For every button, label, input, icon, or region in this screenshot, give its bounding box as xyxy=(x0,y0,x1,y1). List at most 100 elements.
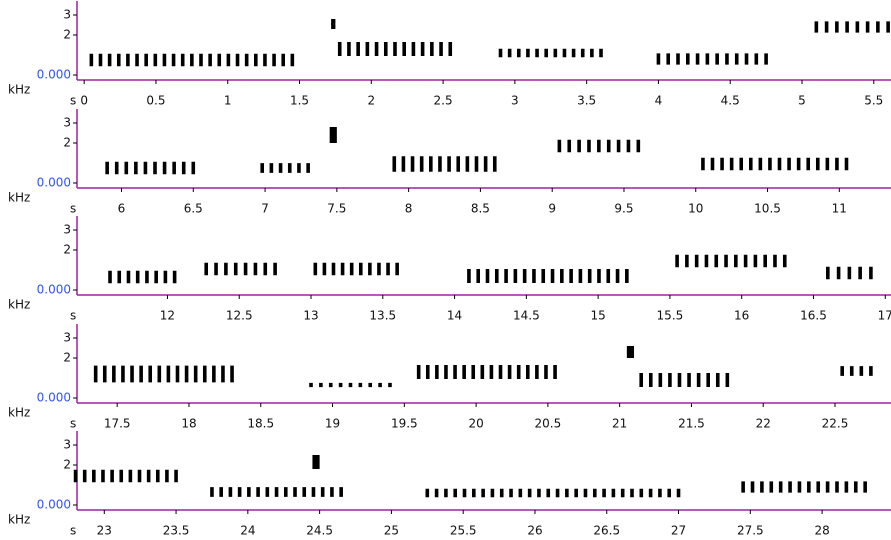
x-tick-label: 15.5 xyxy=(657,309,684,323)
x-tick-label: 13.5 xyxy=(369,309,396,323)
x-tick-label: 4.5 xyxy=(721,94,740,108)
syllable-group xyxy=(329,127,337,143)
y-axis-label: kHz xyxy=(8,513,30,527)
x-tick-label: 17.5 xyxy=(104,417,131,431)
y-tick-label: 2 xyxy=(63,136,71,150)
y-tick-label: 3 xyxy=(63,223,71,237)
syllable-group xyxy=(105,161,196,175)
syllable-group xyxy=(639,373,730,387)
syllable-group xyxy=(741,481,867,493)
y-tick-label: 0.000 xyxy=(37,283,71,297)
syllable-group xyxy=(467,269,629,283)
x-tick-label: 6.5 xyxy=(184,202,203,216)
y-axis-label: kHz xyxy=(8,83,30,97)
syllable-group xyxy=(656,53,768,65)
syllable-group xyxy=(312,455,320,469)
syllable-group xyxy=(93,365,234,383)
x-tick-label: 28 xyxy=(814,524,829,538)
syllable-group xyxy=(626,346,635,358)
x-tick-label: 26 xyxy=(527,524,542,538)
syllable-group xyxy=(814,21,890,33)
syllable-group xyxy=(557,139,641,153)
x-tick-label: 21 xyxy=(612,417,627,431)
x-tick-label: 12 xyxy=(160,309,175,323)
x-tick-label: 14.5 xyxy=(513,309,540,323)
y-tick-label: 3 xyxy=(63,116,71,130)
x-tick-label: 5.5 xyxy=(864,94,883,108)
x-tick-label: 13 xyxy=(303,309,318,323)
x-tick-label: 27.5 xyxy=(737,524,764,538)
syllable-group xyxy=(108,270,177,284)
x-tick-label: 25 xyxy=(384,524,399,538)
x-axis-label: s xyxy=(70,309,76,323)
syllable-group xyxy=(210,487,343,497)
x-tick-label: 20 xyxy=(468,417,483,431)
y-tick-label: 2 xyxy=(63,458,71,472)
x-tick-label: 4 xyxy=(655,94,663,108)
syllable-group xyxy=(309,382,392,388)
x-tick-label: 18 xyxy=(181,417,196,431)
x-tick-label: 8 xyxy=(405,202,413,216)
x-tick-label: 17 xyxy=(878,309,891,323)
x-tick-label: 15 xyxy=(590,309,605,323)
y-tick-label: 0.000 xyxy=(37,498,71,512)
syllable-group xyxy=(73,469,178,483)
x-tick-label: 22.5 xyxy=(822,417,849,431)
x-tick-label: 23 xyxy=(97,524,112,538)
y-tick-label: 0.000 xyxy=(37,176,71,190)
x-tick-label: 16.5 xyxy=(800,309,827,323)
x-tick-label: 19.5 xyxy=(391,417,418,431)
x-tick-label: 14 xyxy=(447,309,462,323)
x-tick-label: 23.5 xyxy=(163,524,190,538)
x-tick-label: 11 xyxy=(832,202,847,216)
x-tick-label: 24.5 xyxy=(306,524,333,538)
x-tick-label: 20.5 xyxy=(535,417,562,431)
y-axis-label: kHz xyxy=(8,191,30,205)
y-axis-label: kHz xyxy=(8,406,30,420)
x-tick-label: 5 xyxy=(798,94,806,108)
syllable-group xyxy=(313,262,399,276)
x-tick-label: 8.5 xyxy=(471,202,490,216)
x-tick-label: 3 xyxy=(511,94,519,108)
syllable-group xyxy=(701,157,849,171)
x-tick-label: 0 xyxy=(80,94,88,108)
x-tick-label: 9.5 xyxy=(614,202,633,216)
y-tick-label: 2 xyxy=(63,351,71,365)
syllable-group xyxy=(337,42,453,56)
y-tick-label: 2 xyxy=(63,28,71,42)
y-tick-label: 3 xyxy=(63,8,71,22)
x-tick-label: 1 xyxy=(224,94,232,108)
x-tick-label: 18.5 xyxy=(247,417,274,431)
y-axis-label: kHz xyxy=(8,298,30,312)
x-tick-label: 19 xyxy=(325,417,340,431)
x-tick-label: 9 xyxy=(548,202,556,216)
x-tick-label: 24 xyxy=(240,524,255,538)
x-tick-label: 12.5 xyxy=(226,309,253,323)
x-tick-label: 7 xyxy=(261,202,269,216)
x-tick-label: 0.5 xyxy=(146,94,165,108)
x-axis-label: s xyxy=(70,202,76,216)
x-tick-label: 16 xyxy=(734,309,749,323)
syllable-group xyxy=(89,53,295,67)
syllable-group xyxy=(331,19,336,29)
x-tick-label: 22 xyxy=(756,417,771,431)
y-tick-label: 0.000 xyxy=(37,68,71,82)
syllable-group xyxy=(260,163,310,173)
x-tick-label: 10.5 xyxy=(754,202,781,216)
x-tick-label: 2 xyxy=(367,94,375,108)
syllable-group xyxy=(840,366,873,376)
x-tick-label: 6 xyxy=(118,202,126,216)
y-tick-label: 2 xyxy=(63,243,71,257)
y-tick-label: 0.000 xyxy=(37,391,71,405)
y-tick-label: 3 xyxy=(63,438,71,452)
x-axis-label: s xyxy=(70,417,76,431)
syllable-group xyxy=(675,254,787,268)
x-tick-label: 2.5 xyxy=(434,94,453,108)
x-tick-label: 7.5 xyxy=(327,202,346,216)
y-tick-label: 3 xyxy=(63,331,71,345)
syllable-group xyxy=(425,488,681,498)
x-tick-label: 25.5 xyxy=(450,524,477,538)
x-axis-label: s xyxy=(70,94,76,108)
x-tick-label: 3.5 xyxy=(577,94,596,108)
